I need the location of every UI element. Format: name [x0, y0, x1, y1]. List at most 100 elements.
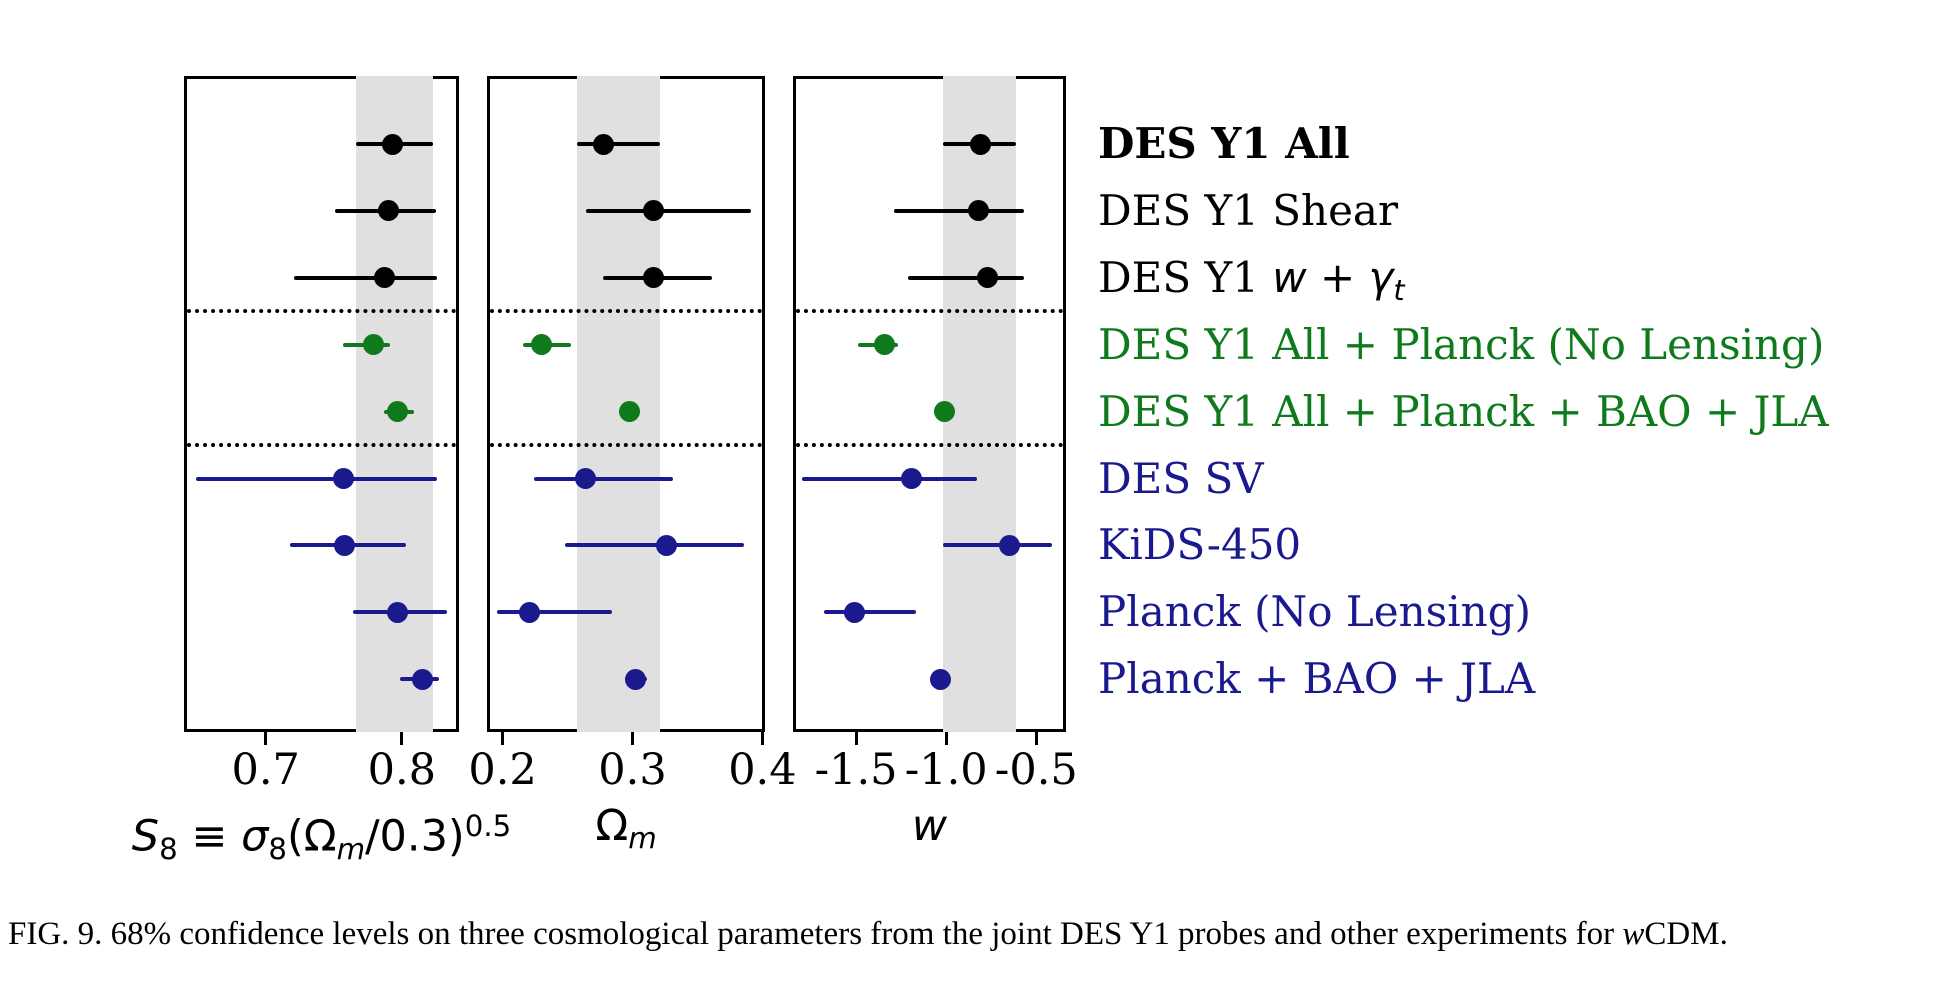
panel-Omega_m	[487, 76, 765, 732]
text-segment: 8	[268, 831, 287, 866]
text-segment: (Ω	[286, 811, 337, 862]
text-segment: CDM.	[1644, 916, 1728, 952]
experiment-label-4: DES Y1 All + Planck (No Lensing)	[1098, 318, 1824, 372]
error-bar-w-row6	[802, 476, 977, 481]
tick-label: 0.8	[367, 745, 437, 795]
tick-label: 0.7	[231, 745, 300, 795]
caption: FIG. 9. 68% confidence levels on three c…	[8, 910, 1728, 958]
tick-label: 0.3	[598, 745, 667, 795]
panel-w	[793, 76, 1066, 732]
dotted-separator	[187, 443, 456, 448]
data-point-w-row5	[933, 401, 955, 423]
data-point-w-row2	[968, 200, 990, 222]
data-point-S_8-row4	[362, 334, 384, 356]
text-segment: DES Y1 All + Planck + BAO + JLA	[1098, 386, 1829, 436]
text-segment: m	[336, 831, 366, 866]
text-segment: DES Y1 Shear	[1098, 185, 1399, 235]
text-segment: m	[628, 821, 657, 856]
text-segment: DES Y1 All + Planck (No Lensing)	[1098, 319, 1825, 369]
data-point-Omega_m-row4	[531, 334, 553, 356]
error-bar-Omega_m-row1	[576, 142, 660, 146]
tick-label: -1.0	[904, 745, 988, 795]
text-segment: Planck + BAO + JLA	[1098, 654, 1536, 704]
text-segment: +	[1306, 252, 1369, 302]
text-segment: 8	[159, 831, 178, 866]
error-bar-w-row8	[823, 610, 916, 615]
tick-mark	[1034, 732, 1038, 745]
experiment-label-9: Planck + BAO + JLA	[1098, 652, 1535, 706]
experiment-label-1: DES Y1 All	[1098, 117, 1350, 171]
tick-label: 0.2	[468, 745, 537, 795]
data-point-w-row3	[977, 267, 999, 289]
text-segment: σ	[241, 811, 269, 862]
experiment-label-7: KiDS-450	[1098, 518, 1301, 572]
tick-mark	[264, 732, 268, 745]
axis-label-S_8: S8 ≡ σ8(Ωm/0.3)0.5	[132, 796, 512, 866]
error-bar-w-row2	[893, 208, 1024, 213]
axis-label-Omega_m: Ωm	[595, 796, 656, 856]
experiment-label-6: DES SV	[1098, 452, 1264, 506]
text-segment: KiDS-450	[1098, 520, 1302, 570]
dotted-separator	[187, 309, 456, 314]
tick-mark	[854, 732, 858, 745]
tick-label: -1.5	[814, 745, 898, 795]
error-bar-Omega_m-row8	[497, 610, 612, 615]
tick-mark	[944, 732, 948, 745]
text-segment: w	[911, 801, 948, 851]
data-point-w-row4	[874, 334, 896, 356]
error-bar-S_8-row3	[294, 275, 438, 280]
error-bar-w-row7	[942, 543, 1053, 548]
text-segment: DES Y1 All	[1098, 119, 1350, 168]
error-bar-Omega_m-row6	[533, 476, 673, 481]
error-bar-Omega_m-row2	[585, 208, 751, 213]
data-point-S_8-row3	[373, 267, 395, 289]
data-point-S_8-row6	[332, 468, 354, 489]
text-segment: FIG. 9. 68% confidence levels on three c…	[8, 916, 1623, 952]
experiment-label-8: Planck (No Lensing)	[1098, 585, 1531, 639]
data-point-S_8-row9	[411, 668, 433, 690]
text-segment: DES SV	[1098, 453, 1264, 503]
text-segment: w	[1272, 252, 1307, 302]
data-point-w-row7	[998, 534, 1020, 556]
text-segment: γ	[1368, 252, 1394, 302]
text-segment: t	[1393, 272, 1405, 307]
data-point-Omega_m-row1	[593, 133, 615, 155]
experiment-label-3: DES Y1 w + γt	[1098, 251, 1405, 307]
dotted-separator	[796, 309, 1063, 314]
error-bar-S_8-row6	[196, 476, 438, 481]
confidence-band	[942, 76, 1017, 732]
data-point-S_8-row5	[387, 401, 409, 423]
text-segment: 0.5	[464, 809, 512, 843]
data-point-S_8-row8	[387, 601, 409, 623]
error-bar-w-row3	[908, 275, 1024, 280]
data-point-Omega_m-row9	[624, 668, 646, 690]
panel-S_8	[184, 76, 459, 732]
experiment-label-5: DES Y1 All + Planck + BAO + JLA	[1098, 385, 1829, 439]
dotted-separator	[490, 443, 762, 448]
data-point-Omega_m-row2	[642, 200, 664, 222]
confidence-band	[576, 76, 660, 732]
text-segment: ≡	[177, 811, 242, 862]
tick-label: -0.5	[994, 745, 1078, 795]
tick-mark	[760, 732, 764, 745]
tick-mark	[400, 732, 404, 745]
error-bar-Omega_m-row7	[564, 543, 745, 548]
text-segment: w	[1622, 916, 1645, 952]
data-point-S_8-row7	[334, 534, 356, 556]
data-point-w-row1	[969, 133, 991, 155]
data-point-Omega_m-row3	[642, 267, 664, 289]
tick-label: 0.4	[728, 745, 797, 795]
tick-mark	[630, 732, 634, 745]
dotted-separator	[490, 309, 762, 314]
data-point-Omega_m-row5	[619, 401, 641, 423]
data-point-Omega_m-row7	[655, 534, 677, 556]
data-point-w-row9	[930, 668, 952, 690]
data-point-Omega_m-row6	[575, 468, 597, 489]
plot-area-Omega_m	[487, 76, 765, 732]
text-segment: DES Y1	[1098, 252, 1273, 302]
plot-area-w	[793, 76, 1066, 732]
data-point-Omega_m-row8	[519, 601, 541, 623]
data-point-w-row6	[901, 468, 923, 489]
text-segment: S	[131, 811, 160, 862]
